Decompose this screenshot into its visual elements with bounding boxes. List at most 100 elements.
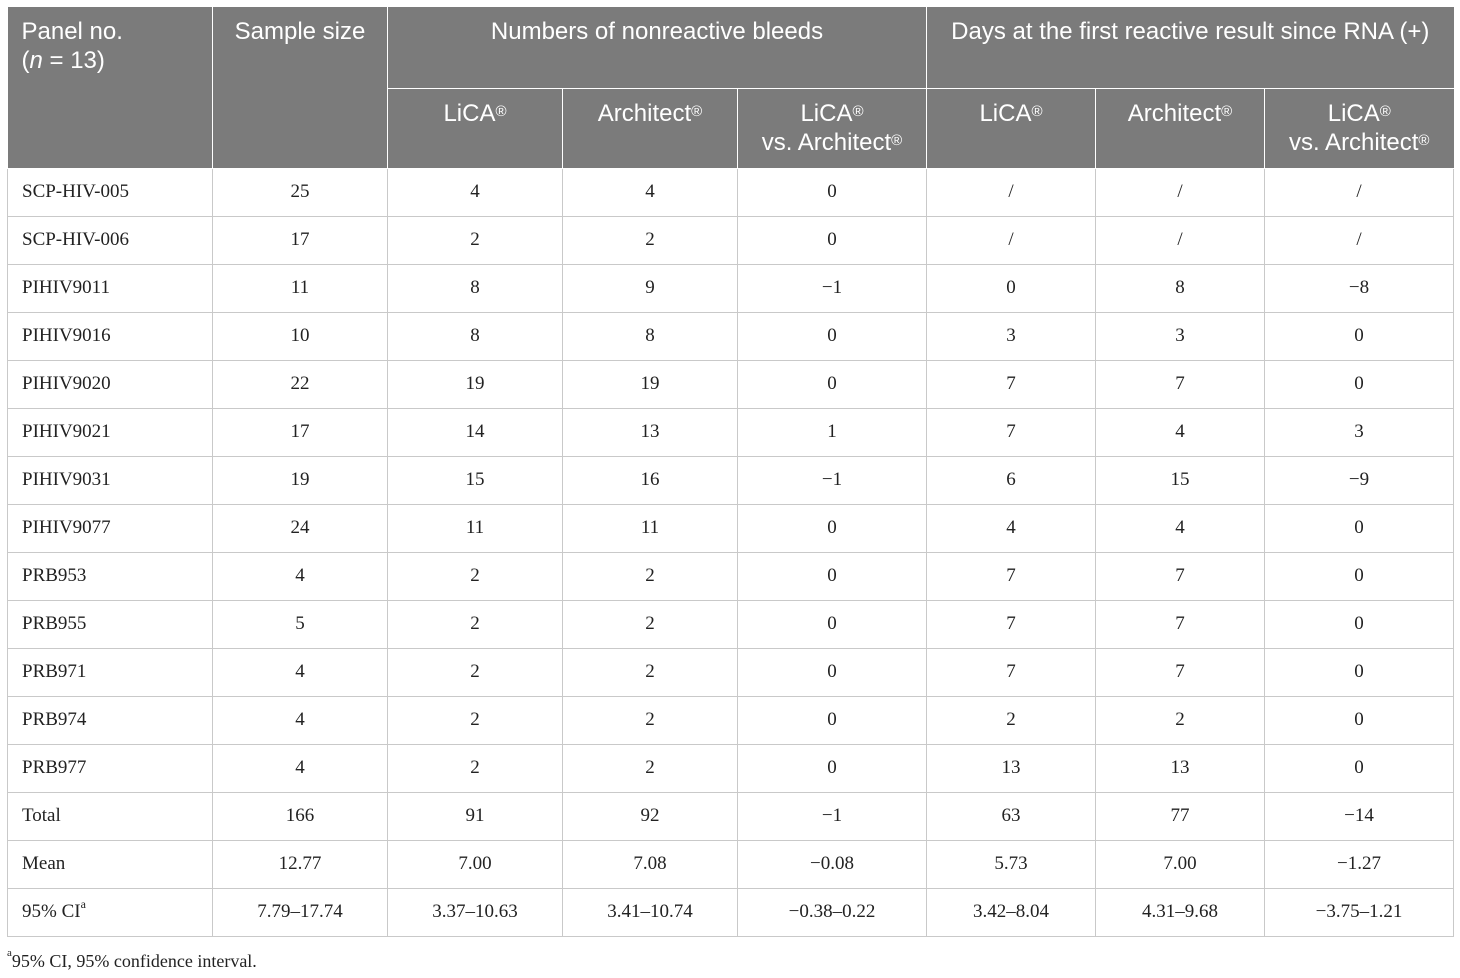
cell-nr-lica: 8 — [387, 312, 563, 361]
cell-nr-lica: 19 — [387, 360, 563, 409]
table-row: PRB955 5 2 2 0 7 7 0 — [7, 600, 1455, 649]
cell-sample: 17 — [212, 216, 388, 265]
cell-days-architect: 7 — [1095, 552, 1265, 601]
table-row: PIHIV9020 22 19 19 0 7 7 0 — [7, 360, 1455, 409]
cell-nr-lica: 2 — [387, 216, 563, 265]
cell-panel: PIHIV9031 — [7, 456, 213, 505]
cell-nr-lica: 2 — [387, 696, 563, 745]
cell-nr-diff: 0 — [737, 312, 927, 361]
cell-nr-architect: 4 — [562, 168, 738, 217]
cell-days-architect: / — [1095, 216, 1265, 265]
cell-nr-architect: 3.41–10.74 — [562, 888, 738, 937]
cell-nr-lica: 2 — [387, 600, 563, 649]
header-group-nonreactive: Numbers of nonreactive bleeds — [387, 7, 927, 89]
header-days-lica: LiCA® — [926, 88, 1096, 169]
table-row: SCP-HIV-005 25 4 4 0// / — [7, 168, 1455, 217]
cell-days-lica: 63 — [926, 792, 1096, 841]
cell-nr-lica: 3.37–10.63 — [387, 888, 563, 937]
table-footnote: a95% CI, 95% confidence interval. — [7, 947, 257, 971]
cell-nr-diff: 0 — [737, 504, 927, 553]
table-row: PIHIV9077 24 11 11 0 4 4 0 — [7, 504, 1455, 553]
cell-nr-diff: 0 — [737, 360, 927, 409]
cell-panel: PRB974 — [7, 696, 213, 745]
cell-panel: PIHIV9011 — [7, 264, 213, 313]
header-nr-lica: LiCA® — [387, 88, 563, 169]
cell-days-architect: 2 — [1095, 696, 1265, 745]
cell-days-lica: 7 — [926, 408, 1096, 457]
cell-days-lica: 2 — [926, 696, 1096, 745]
cell-nr-lica: 2 — [387, 552, 563, 601]
cell-days-diff: 3 — [1264, 408, 1455, 457]
table-row: PIHIV9011 11 8 9 −1 0 8 −8 — [7, 264, 1455, 313]
cell-days-lica: 5.73 — [926, 840, 1096, 889]
cell-days-architect: 3 — [1095, 312, 1265, 361]
cell-nr-architect: 19 — [562, 360, 738, 409]
cell-nr-lica: 4 — [387, 168, 563, 217]
cell-days-architect: 4 — [1095, 504, 1265, 553]
cell-panel: PRB971 — [7, 648, 213, 697]
cell-nr-diff: 0 — [737, 648, 927, 697]
cell-nr-diff: 0 — [737, 216, 927, 265]
cell-days-lica: 3.42–8.04 — [926, 888, 1096, 937]
cell-days-architect: 7 — [1095, 600, 1265, 649]
cell-days-diff: −14 — [1264, 792, 1455, 841]
cell-sample: 4 — [212, 648, 388, 697]
cell-days-diff: −9 — [1264, 456, 1455, 505]
cell-days-lica: 7 — [926, 648, 1096, 697]
cell-days-lica: 3 — [926, 312, 1096, 361]
cell-panel: 95% CIa — [7, 888, 213, 937]
cell-nr-architect: 2 — [562, 216, 738, 265]
table-row: PRB977 4 2 2 0 13 13 0 — [7, 744, 1455, 793]
cell-panel: PRB977 — [7, 744, 213, 793]
cell-days-architect: 7 — [1095, 648, 1265, 697]
header-nr-vs: LiCA® vs. Architect® — [737, 88, 927, 169]
cell-nr-diff: 0 — [737, 168, 927, 217]
cell-nr-lica: 11 — [387, 504, 563, 553]
cell-nr-diff: −1 — [737, 264, 927, 313]
cell-nr-diff: −1 — [737, 456, 927, 505]
header-row-2: LiCA® Architect® LiCA® vs. Architect® LiC… — [8, 88, 1454, 169]
table-row: SCP-HIV-006 17 2 2 0// / — [7, 216, 1455, 265]
cell-days-architect: 7 — [1095, 360, 1265, 409]
cell-sample: 11 — [212, 264, 388, 313]
cell-nr-lica: 7.00 — [387, 840, 563, 889]
cell-nr-diff: −0.38–0.22 — [737, 888, 927, 937]
cell-sample: 12.77 — [212, 840, 388, 889]
cell-nr-architect: 9 — [562, 264, 738, 313]
cell-sample: 22 — [212, 360, 388, 409]
cell-sample: 4 — [212, 552, 388, 601]
cell-nr-lica: 2 — [387, 744, 563, 793]
table-body: SCP-HIV-005 25 4 4 0// / SCP-HIV-006 17 2 2 0// / PI… — [7, 168, 1455, 937]
cell-nr-diff: −0.08 — [737, 840, 927, 889]
cell-days-lica: 6 — [926, 456, 1096, 505]
table-row: PRB971 4 2 2 0 7 7 0 — [7, 648, 1455, 697]
cell-sample: 166 — [212, 792, 388, 841]
cell-nr-architect: 11 — [562, 504, 738, 553]
cell-nr-diff: 0 — [737, 744, 927, 793]
cell-nr-architect: 2 — [562, 696, 738, 745]
cell-panel: SCP-HIV-006 — [7, 216, 213, 265]
cell-nr-diff: 1 — [737, 408, 927, 457]
cell-sample: 7.79–17.74 — [212, 888, 388, 937]
cell-days-architect: 13 — [1095, 744, 1265, 793]
cell-nr-architect: 7.08 — [562, 840, 738, 889]
cell-nr-architect: 2 — [562, 552, 738, 601]
cell-days-diff: 0 — [1264, 360, 1455, 409]
table-row: Mean 12.77 7.00 7.08 −0.08 5.73 7.00 −1.27 — [7, 840, 1455, 889]
cell-days-diff: 0 — [1264, 552, 1455, 601]
cell-days-architect: 8 — [1095, 264, 1265, 313]
cell-days-architect: 15 — [1095, 456, 1265, 505]
cell-nr-lica: 15 — [387, 456, 563, 505]
cell-panel: PRB955 — [7, 600, 213, 649]
cell-days-lica: 4 — [926, 504, 1096, 553]
table-row: PRB974 4 2 2 0 2 2 0 — [7, 696, 1455, 745]
cell-days-diff: 0 — [1264, 744, 1455, 793]
cell-panel: PRB953 — [7, 552, 213, 601]
cell-nr-lica: 8 — [387, 264, 563, 313]
cell-nr-lica: 14 — [387, 408, 563, 457]
table-row: PIHIV9031 19 15 16 −1 6 15 −9 — [7, 456, 1455, 505]
cell-days-diff: 0 — [1264, 504, 1455, 553]
cell-sample: 25 — [212, 168, 388, 217]
cell-nr-architect: 92 — [562, 792, 738, 841]
header-days-vs: LiCA® vs. Architect® — [1264, 88, 1454, 169]
